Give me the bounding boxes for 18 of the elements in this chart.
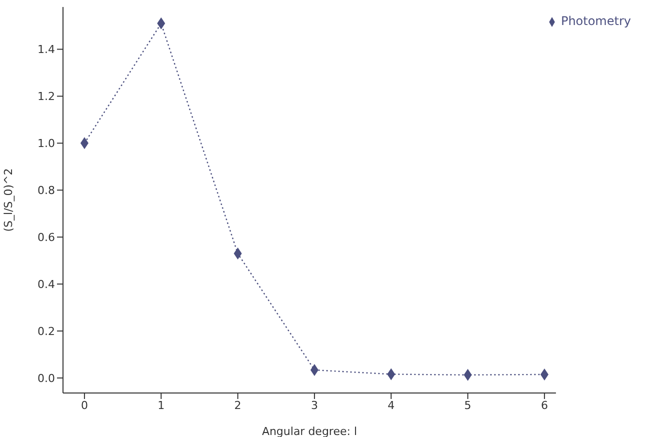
x-tick-label: 5 [464,398,472,412]
y-tick-label: 0.8 [38,184,55,198]
y-tick-label: 0.0 [38,372,55,385]
y-tick-label: 1.2 [38,90,55,104]
y-tick-label: 1.0 [38,137,55,150]
x-tick-label: 1 [158,398,165,412]
x-tick-label: 6 [540,398,548,412]
y-tick-label: 0.4 [38,278,55,291]
x-tick-label: 2 [234,398,242,412]
y-tick-label: 0.6 [38,231,55,244]
x-tick-label: 3 [310,398,318,412]
y-tick-label: 1.4 [38,43,55,56]
x-tick-label: 0 [80,398,88,412]
x-axis-title: Angular degree: l [262,425,358,437]
legend-label: Photometry [560,14,631,28]
y-tick-label: 0.2 [38,324,55,338]
x-tick-label: 4 [388,398,395,412]
y-axis-title: (S_l/S_0)^2 [2,168,15,232]
